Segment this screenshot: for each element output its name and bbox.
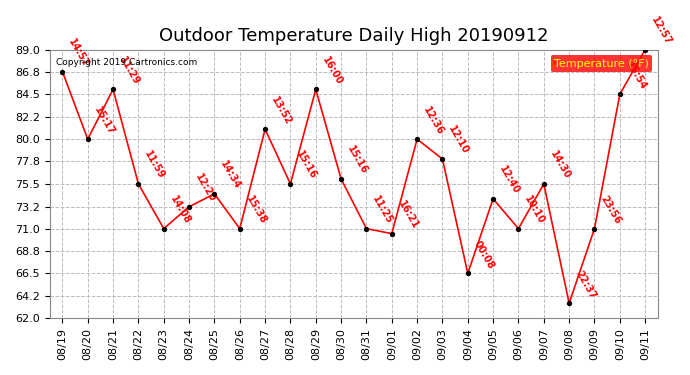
Point	[437, 156, 448, 162]
Text: 10:10: 10:10	[522, 194, 546, 226]
Text: 16:21: 16:21	[396, 199, 420, 231]
Text: 12:40: 12:40	[497, 164, 522, 196]
Text: 22:37: 22:37	[573, 268, 598, 300]
Text: 14:08: 14:08	[168, 194, 192, 226]
Text: 14:34: 14:34	[219, 159, 243, 191]
Text: 14:30: 14:30	[548, 149, 572, 181]
Text: 12:57: 12:57	[649, 15, 673, 47]
Text: 13:52: 13:52	[269, 94, 293, 126]
Text: 15:16: 15:16	[295, 149, 319, 181]
Point	[412, 136, 423, 142]
Point	[614, 92, 625, 98]
Point	[513, 226, 524, 232]
Point	[234, 226, 245, 232]
Text: 12:10: 12:10	[446, 124, 471, 156]
Point	[335, 176, 346, 182]
Text: 11:59: 11:59	[143, 149, 167, 181]
Text: Copyright 2019 Cartronics.com: Copyright 2019 Cartronics.com	[56, 58, 197, 67]
Point	[209, 191, 220, 197]
Text: 15:38: 15:38	[244, 194, 268, 226]
Point	[285, 181, 296, 187]
Text: 15:54: 15:54	[624, 60, 648, 92]
Point	[158, 226, 169, 232]
Text: 15:16: 15:16	[345, 144, 369, 176]
Point	[538, 181, 549, 187]
Text: 14:57: 14:57	[66, 37, 90, 69]
Point	[57, 69, 68, 75]
Legend: Temperature (°F): Temperature (°F)	[551, 55, 652, 72]
Point	[462, 270, 473, 276]
Point	[108, 86, 119, 92]
Point	[82, 136, 93, 142]
Point	[488, 196, 499, 202]
Point	[386, 231, 397, 237]
Point	[259, 126, 270, 132]
Text: 23:56: 23:56	[599, 194, 623, 226]
Point	[184, 204, 195, 210]
Text: 00:08: 00:08	[472, 238, 496, 271]
Point	[564, 300, 575, 306]
Point	[361, 226, 372, 232]
Text: 11:25: 11:25	[371, 194, 395, 226]
Text: 12:20: 12:20	[193, 172, 217, 204]
Text: 16:00: 16:00	[320, 55, 344, 87]
Point	[589, 226, 600, 232]
Point	[640, 46, 651, 53]
Point	[310, 86, 322, 92]
Title: Outdoor Temperature Daily High 20190912: Outdoor Temperature Daily High 20190912	[159, 27, 549, 45]
Text: 15:17: 15:17	[92, 105, 116, 136]
Text: 11:29: 11:29	[117, 55, 141, 87]
Text: 12:36: 12:36	[422, 105, 446, 136]
Point	[133, 181, 144, 187]
